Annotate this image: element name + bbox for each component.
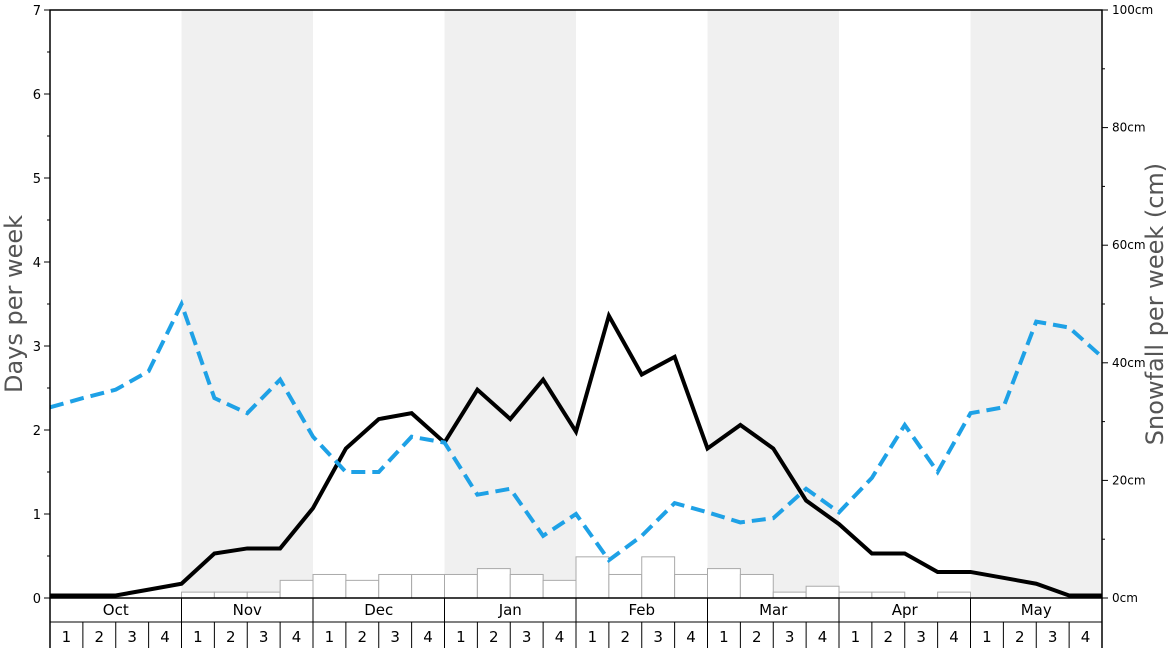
snowfall-bar <box>937 591 971 599</box>
snowfall-bar <box>509 573 544 599</box>
week-label: 3 <box>259 628 269 646</box>
week-label: 1 <box>325 628 335 646</box>
week-label: 3 <box>785 628 795 646</box>
month-shade-may <box>970 10 1102 598</box>
month-shade-mar <box>707 10 839 598</box>
month-label-feb: Feb <box>628 601 655 619</box>
week-label: 2 <box>1015 628 1025 646</box>
snowfall-bar <box>246 591 281 599</box>
y-tick-label: 1 <box>33 508 41 523</box>
week-label: 2 <box>358 628 368 646</box>
week-label: 2 <box>621 628 631 646</box>
snowfall-bar <box>181 591 215 599</box>
month-label-oct: Oct <box>103 601 129 619</box>
month-shading <box>181 10 1102 598</box>
y-tick-label: 7 <box>33 4 41 19</box>
snowfall-bar <box>575 556 610 599</box>
y2-tick-label: 100cm <box>1112 3 1153 17</box>
week-label: 4 <box>160 628 170 646</box>
y-tick-label: 0 <box>33 592 41 607</box>
week-label: 3 <box>127 628 137 646</box>
week-label: 2 <box>752 628 762 646</box>
snowfall-bar <box>345 579 380 599</box>
snowfall-bar <box>279 579 314 599</box>
y-tick-label: 4 <box>33 256 41 271</box>
y-tick-label: 2 <box>33 424 41 439</box>
y-tick-label: 3 <box>33 340 41 355</box>
snowfall-bar <box>476 568 511 599</box>
snowfall-bar <box>772 591 807 599</box>
week-label: 4 <box>423 628 433 646</box>
week-label: 2 <box>95 628 105 646</box>
week-label: 4 <box>818 628 828 646</box>
y2-tick-label: 60cm <box>1112 238 1146 252</box>
month-label-may: May <box>1021 601 1052 619</box>
series-lines <box>49 298 1104 598</box>
snowfall-bar <box>444 573 478 599</box>
snowfall-bar <box>707 568 741 599</box>
week-label: 4 <box>555 628 565 646</box>
y2-tick-label: 0cm <box>1112 591 1138 605</box>
month-shade-nov <box>181 10 313 598</box>
week-label: 4 <box>686 628 696 646</box>
month-label-dec: Dec <box>364 601 393 619</box>
y2-tick-label: 40cm <box>1112 356 1146 370</box>
snowfall-bar <box>739 573 774 599</box>
y-tick-label: 6 <box>33 88 41 103</box>
week-label: 3 <box>1048 628 1058 646</box>
month-label-jan: Jan <box>498 601 522 619</box>
week-label: 1 <box>588 628 598 646</box>
week-label: 1 <box>982 628 992 646</box>
solid-black-line <box>50 310 1102 598</box>
snowfall-bar <box>378 573 413 599</box>
month-shade-jan <box>444 10 576 598</box>
week-label: 1 <box>62 628 72 646</box>
snowfall-bar <box>838 591 873 599</box>
week-label: 3 <box>653 628 663 646</box>
week-label: 2 <box>489 628 499 646</box>
week-label: 2 <box>226 628 236 646</box>
snowfall-bar <box>213 591 248 599</box>
snowfall-bar <box>674 573 708 599</box>
week-label: 2 <box>884 628 894 646</box>
month-label-apr: Apr <box>892 601 919 619</box>
y-tick-label: 5 <box>33 172 41 187</box>
week-label: 4 <box>292 628 302 646</box>
snowfall-bar <box>312 573 347 599</box>
week-label: 4 <box>1081 628 1091 646</box>
snowfall-bar <box>871 591 906 599</box>
y2-tick-label: 20cm <box>1112 473 1146 487</box>
snowfall-bar <box>805 585 840 599</box>
snowfall-bar <box>641 556 676 599</box>
snowfall-bar <box>608 573 643 599</box>
week-label: 1 <box>193 628 203 646</box>
snowfall-bar <box>542 579 577 599</box>
week-label: 3 <box>522 628 532 646</box>
week-label: 1 <box>851 628 861 646</box>
month-label-mar: Mar <box>759 601 788 619</box>
week-label: 1 <box>456 628 466 646</box>
week-label: 3 <box>916 628 926 646</box>
y2-axis-label: Snowfall per week (cm) <box>1141 163 1168 445</box>
week-label: 1 <box>719 628 729 646</box>
week-label: 4 <box>949 628 959 646</box>
month-label-nov: Nov <box>233 601 262 619</box>
x-axis-months-weeks: Oct 1 2 3 4 Nov 1 2 3 4 Dec 1 2 3 4 Jan 1 2 3 4 Feb 1 2 3 4 Mar 1 2… <box>49 598 1103 648</box>
y2-tick-label: 80cm <box>1112 121 1146 135</box>
y-axis-label: Days per week <box>0 215 28 393</box>
snowfall-bar <box>411 573 445 599</box>
week-label: 3 <box>390 628 400 646</box>
dashed-blue-line <box>49 298 1104 564</box>
